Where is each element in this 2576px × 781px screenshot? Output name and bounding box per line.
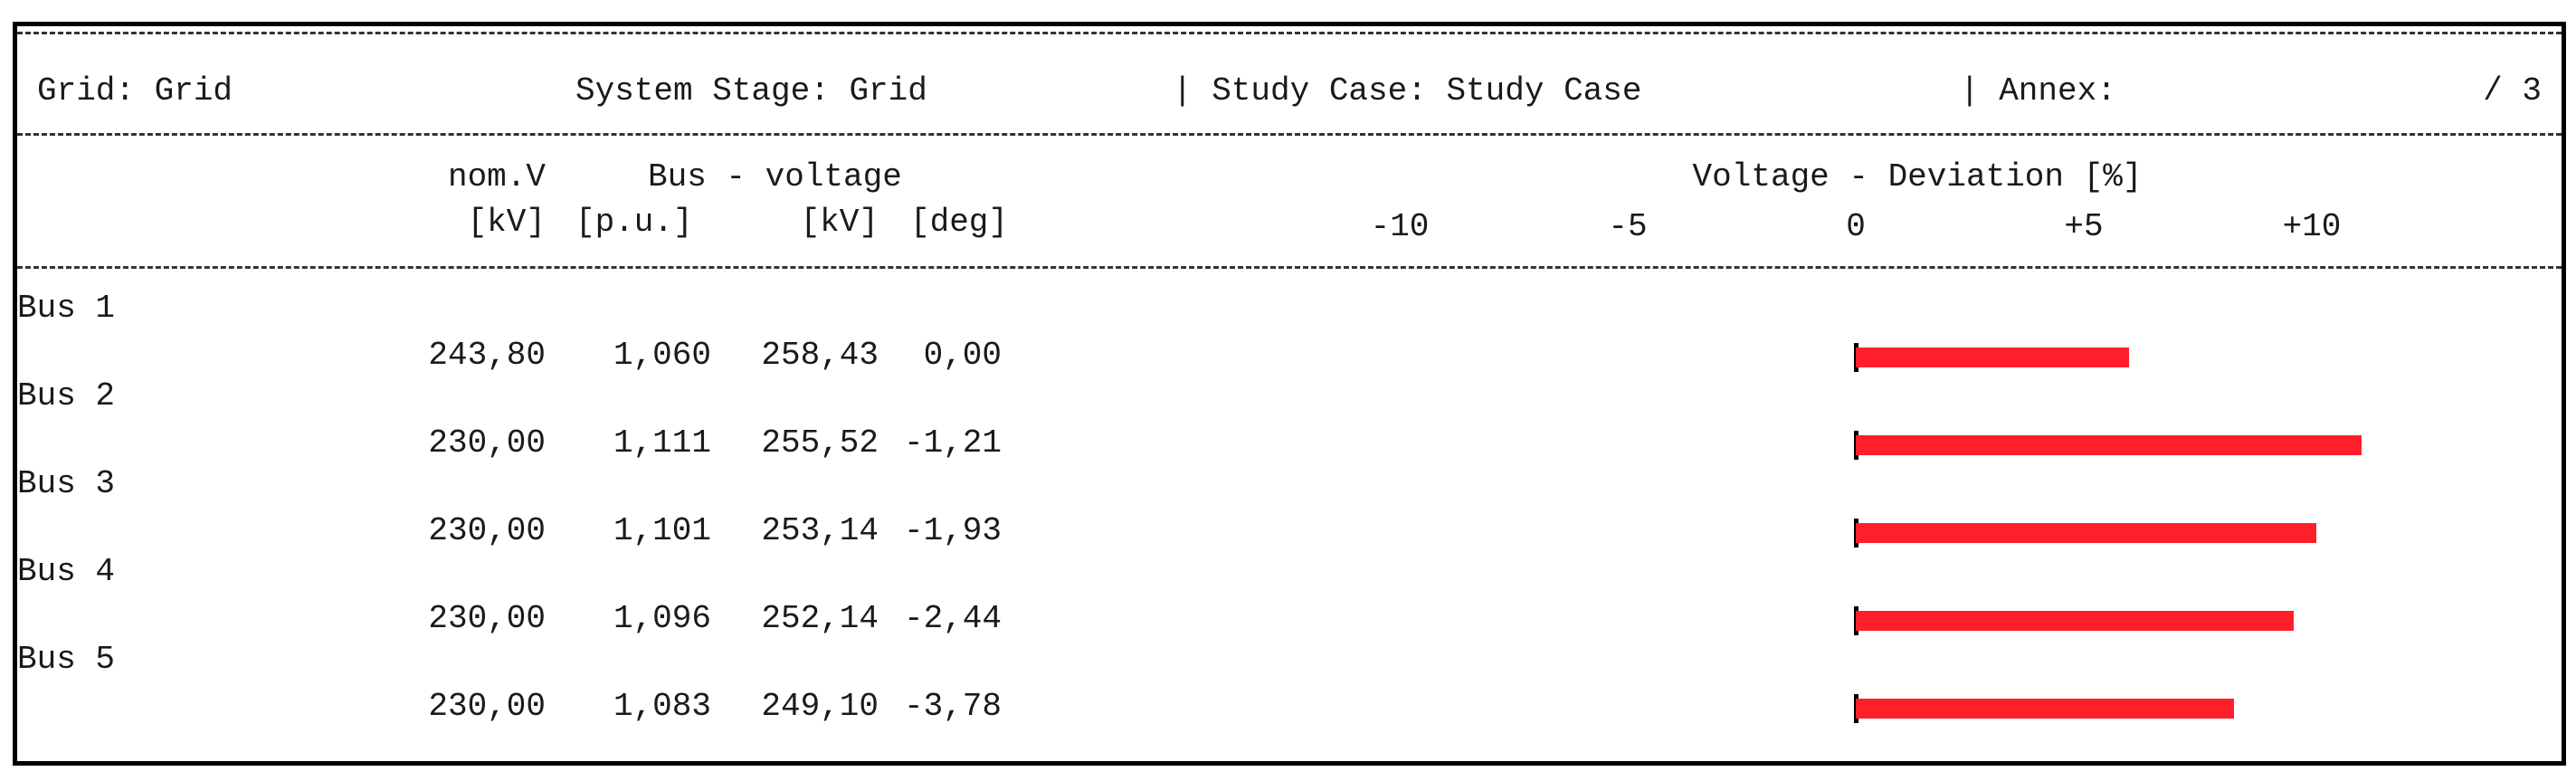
scale-tick-label: -5 <box>1608 208 1648 245</box>
voltage-kv-cell: 253,14 <box>761 512 879 549</box>
bus-voltage-column-label: Bus - voltage <box>648 158 902 195</box>
voltage-kv-cell: 255,52 <box>761 424 879 462</box>
bus-name: Bus 3 <box>17 465 116 502</box>
bus-name: Bus 4 <box>17 553 116 590</box>
nominal-voltage-cell: 230,00 <box>428 688 546 725</box>
voltage-deviation-bar <box>1856 699 2235 719</box>
nominal-voltage-cell: 230,00 <box>428 424 546 462</box>
voltage-angle-cell: -2,44 <box>903 600 1002 637</box>
system-stage-label: System Stage: Grid <box>575 72 927 110</box>
voltage-deviation-bar <box>1856 611 2294 631</box>
voltage-pu-cell: 1,060 <box>613 337 711 374</box>
bus-name: Bus 5 <box>17 641 116 678</box>
nominal-voltage-cell: 243,80 <box>428 337 546 374</box>
report-frame: Grid: Grid System Stage: Grid | Study Ca… <box>13 22 2566 766</box>
nominal-voltage-cell: 230,00 <box>428 512 546 549</box>
voltage-pu-cell: 1,083 <box>613 688 711 725</box>
voltage-pu-cell: 1,101 <box>613 512 711 549</box>
scale-tick-label: +10 <box>2282 208 2342 245</box>
voltage-kv-cell: 258,43 <box>761 337 879 374</box>
unit-nom-kv: [kV] <box>467 204 546 241</box>
bus-name: Bus 2 <box>17 377 116 414</box>
annex-label: | Annex: <box>1960 72 2116 110</box>
scale-tick-label: 0 <box>1846 208 1866 245</box>
deviation-column-label: Voltage - Deviation [%] <box>1692 158 2143 195</box>
voltage-angle-cell: -1,21 <box>903 424 1002 462</box>
voltage-angle-cell: -1,93 <box>903 512 1002 549</box>
voltage-deviation-bar <box>1856 435 2362 455</box>
header-divider <box>17 133 2562 136</box>
scale-tick-label: +5 <box>2064 208 2104 245</box>
nomv-column-label: nom.V <box>447 158 546 195</box>
voltage-deviation-bar <box>1856 523 2317 543</box>
grid-label: Grid: Grid <box>37 72 233 110</box>
voltage-kv-cell: 249,10 <box>761 688 879 725</box>
voltage-pu-cell: 1,111 <box>613 424 711 462</box>
nominal-voltage-cell: 230,00 <box>428 600 546 637</box>
voltage-angle-cell: 0,00 <box>923 337 1002 374</box>
bus-name: Bus 1 <box>17 290 116 327</box>
study-case-label: | Study Case: Study Case <box>1173 72 1642 110</box>
voltage-kv-cell: 252,14 <box>761 600 879 637</box>
column-header-divider <box>17 266 2562 269</box>
voltage-pu-cell: 1,096 <box>613 600 711 637</box>
scale-tick-label: -10 <box>1370 208 1430 245</box>
page-number: / 3 <box>2483 72 2542 110</box>
header-top-dash <box>17 32 2562 34</box>
unit-pu: [p.u.] <box>575 204 693 241</box>
voltage-angle-cell: -3,78 <box>903 688 1002 725</box>
voltage-deviation-bar <box>1856 348 2130 367</box>
unit-kv: [kV] <box>800 204 879 241</box>
unit-deg: [deg] <box>910 204 1009 241</box>
